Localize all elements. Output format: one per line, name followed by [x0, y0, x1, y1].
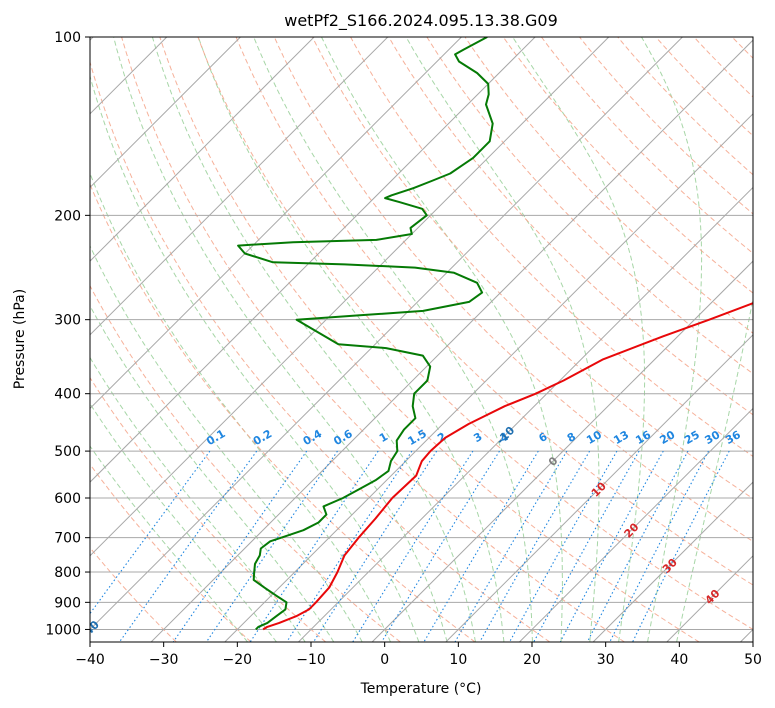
dry-adiabat-line [197, 37, 753, 631]
y-tick-label: 200 [54, 208, 81, 224]
y-tick-label: 300 [54, 313, 81, 329]
x-tick-label: 10 [449, 652, 467, 668]
dry-adiabat-line [90, 182, 476, 642]
x-tick-label: −30 [149, 652, 179, 668]
dewpoint-line [237, 37, 494, 631]
moist-adiabat-line [90, 445, 248, 642]
mixing-ratio-line [381, 450, 500, 642]
dry-adiabat-line [426, 37, 753, 375]
isotherm-line [298, 186, 753, 642]
x-tick-label: −20 [223, 652, 253, 668]
mixing-ratio-line [609, 450, 709, 642]
x-tick-label: 30 [597, 652, 615, 668]
mixing-ratio-line [533, 450, 640, 642]
x-axis-label: Temperature (°C) [360, 681, 482, 697]
mixing-ratio-line [559, 450, 664, 642]
isotherm-line [150, 39, 753, 642]
dry-adiabat-line [159, 37, 700, 642]
isotherms [90, 37, 753, 642]
dry-adiabat-line [235, 37, 753, 586]
y-tick-label: 800 [54, 565, 81, 581]
isotherm-line [224, 113, 753, 642]
dry-adiabat-line [579, 37, 753, 215]
moist-adiabats [90, 37, 753, 642]
mixing-ratio-line [172, 450, 308, 642]
y-tick-label: 900 [54, 595, 81, 611]
y-tick-label: 400 [54, 387, 81, 403]
isotherm-line [371, 260, 753, 642]
moist-adiabat-line [90, 402, 277, 642]
moist-adiabat-line [253, 37, 533, 642]
dry-adiabat-line [90, 60, 551, 642]
isotherm-line [445, 334, 753, 642]
dry-adiabat-line [273, 37, 753, 543]
isotherm-line [90, 37, 536, 483]
moist-adiabat-line [90, 172, 392, 642]
dry-adiabat-line [541, 37, 753, 254]
isotherm-line [90, 37, 610, 557]
moist-adiabat-line [405, 37, 600, 642]
pressure-gridlines [90, 37, 753, 630]
x-tick-label: 20 [523, 652, 541, 668]
dry-adiabat-line [90, 284, 401, 642]
mixing-ratio-line [509, 450, 618, 642]
dry-adiabat-line [464, 37, 753, 334]
moist-adiabat-line [90, 74, 420, 642]
isotherm-line [519, 407, 753, 642]
moist-adiabat-line [512, 37, 646, 642]
x-tick-label: 40 [670, 652, 688, 668]
mixing-ratio-line [479, 450, 591, 642]
plot-frame [89, 36, 754, 643]
chart-title: wetPf2_S166.2024.095.13.38.G09 [284, 11, 558, 31]
y-axis: 100 200 300 400 500 600 700 800 900 1000 [45, 30, 90, 638]
moist-adiabat-line [113, 37, 448, 642]
mixing-ratio-line [586, 450, 689, 642]
moist-adiabat-line [90, 244, 363, 642]
y-tick-label: 100 [54, 30, 81, 46]
dry-adiabat-line [311, 37, 753, 500]
dry-adiabat-line [121, 37, 625, 642]
x-axis: −40 −30 −20 −10 0 10 20 30 40 50 [75, 642, 762, 668]
x-tick-label: −40 [75, 652, 105, 668]
mixing-ratio-line [205, 450, 338, 642]
moist-adiabat-line [641, 37, 703, 642]
x-tick-label: −10 [296, 652, 326, 668]
sounding-profiles [237, 37, 753, 631]
isotherm-line [90, 37, 389, 336]
moist-adiabat-line [151, 37, 476, 642]
x-tick-label: 50 [744, 652, 762, 668]
y-axis-label: Pressure (hPa) [12, 289, 28, 389]
mixing-ratio-line [90, 450, 211, 615]
y-tick-label: 700 [54, 531, 81, 547]
mixing-ratio-line [286, 450, 413, 642]
moist-adiabat-line [676, 296, 753, 642]
y-tick-label: 500 [54, 444, 81, 460]
isotherm-line [592, 481, 753, 642]
moist-adiabat-line [197, 37, 505, 642]
y-tick-label: 600 [54, 491, 81, 507]
moist-adiabat-line [90, 356, 306, 642]
moist-adiabat-line [321, 37, 563, 642]
y-tick-label: 1000 [45, 622, 81, 638]
dry-adiabat-line [90, 376, 327, 642]
x-tick-label: 0 [380, 652, 389, 668]
isotherm-line [90, 37, 683, 631]
isotherm-line [90, 37, 315, 262]
moist-adiabat-line [90, 304, 335, 642]
mixing-ratio-line [632, 450, 730, 642]
isotherm-line [90, 37, 241, 189]
temperature-line [262, 302, 753, 631]
isotherm-line [90, 37, 462, 410]
